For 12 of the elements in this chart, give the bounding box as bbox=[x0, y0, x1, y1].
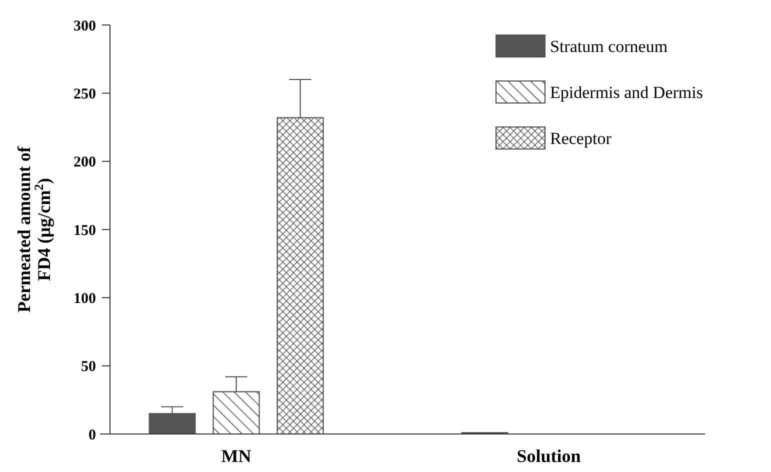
legend-label: Stratum corneum bbox=[550, 36, 668, 56]
y-tick-label: 250 bbox=[74, 86, 96, 102]
x-tick-label: Solution bbox=[516, 446, 581, 466]
y-tick-label: 200 bbox=[74, 154, 96, 171]
legend-label: Receptor bbox=[550, 128, 612, 148]
x-tick-label: MN bbox=[221, 446, 252, 466]
y-tick-label: 0 bbox=[88, 427, 96, 444]
y-tick-label: 300 bbox=[74, 18, 96, 34]
y-tick-label: 150 bbox=[74, 222, 96, 239]
legend-label: Epidermis and Dermis bbox=[550, 82, 703, 102]
y-tick-label: 50 bbox=[81, 359, 96, 376]
y-tick-label: 100 bbox=[74, 290, 96, 307]
